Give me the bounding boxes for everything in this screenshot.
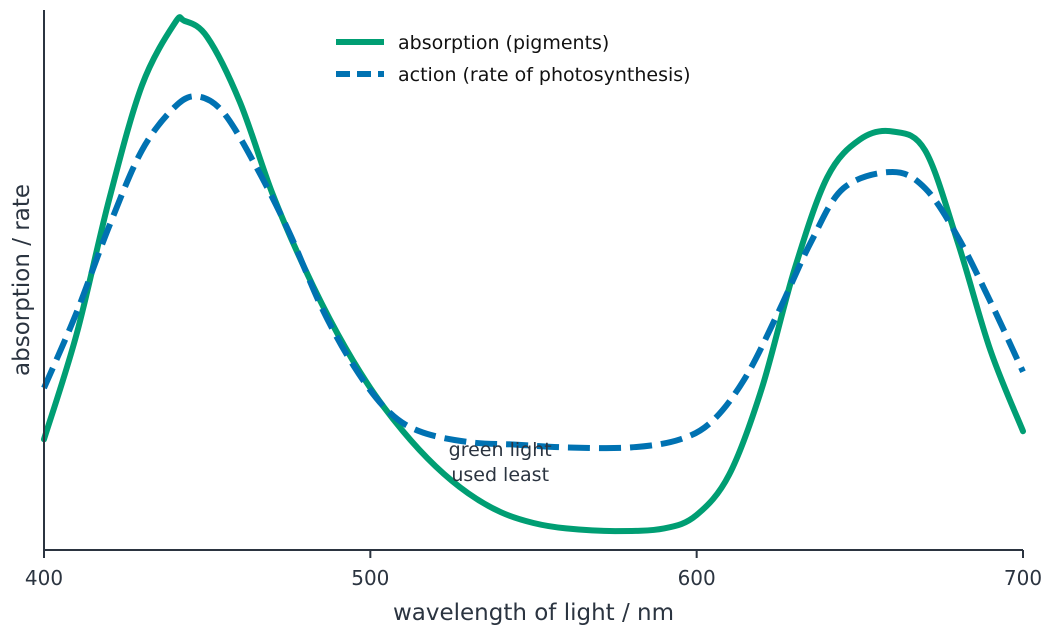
annotations: green light used least bbox=[449, 439, 552, 486]
series-line-absorption bbox=[41, 14, 1026, 535]
axes-layer bbox=[43, 10, 1023, 551]
series-line-action bbox=[41, 93, 1026, 452]
series-layer bbox=[41, 14, 1026, 535]
annotation-line-2: used least bbox=[451, 464, 549, 486]
x-tick-label-400: 400 bbox=[25, 566, 63, 590]
y-axis-title: absorption / rate bbox=[9, 184, 35, 376]
x-ticks: 400 500 600 700 bbox=[25, 550, 1042, 590]
x-axis-title: wavelength of light / nm bbox=[393, 600, 674, 626]
x-tick-label-600: 600 bbox=[678, 566, 716, 590]
legend-label-1: absorption (pigments) bbox=[398, 32, 609, 54]
annotation-line-1: green light bbox=[449, 439, 552, 461]
x-tick-label-700: 700 bbox=[1004, 566, 1042, 590]
annotation-green-light: green light used least bbox=[449, 439, 552, 486]
legend: absorption (pigments) action (rate of pho… bbox=[336, 32, 691, 86]
x-tick-label-500: 500 bbox=[351, 566, 389, 590]
legend-label-2: action (rate of photosynthesis) bbox=[398, 64, 691, 86]
